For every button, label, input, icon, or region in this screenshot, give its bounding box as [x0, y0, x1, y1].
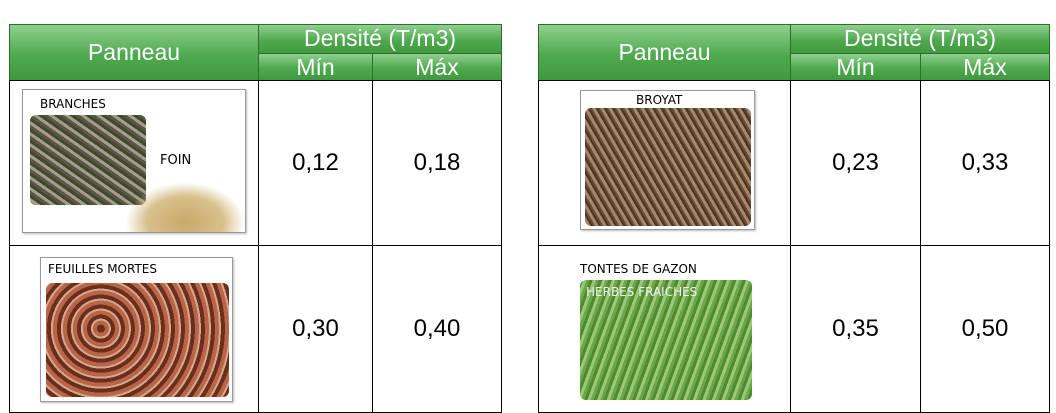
header-panneau: Panneau: [9, 24, 259, 81]
min-cell: 0,30: [258, 245, 373, 413]
image-label: HERBES FRAICHES: [586, 285, 697, 299]
max-cell: 0,33: [920, 80, 1050, 246]
photo: [125, 182, 245, 232]
photo: [46, 283, 229, 397]
header-max: Máx: [920, 53, 1050, 81]
header-densite: Densité (T/m3): [258, 24, 502, 54]
header-panneau: Panneau: [538, 24, 791, 81]
image-label: TONTES DE GAZON: [580, 262, 697, 276]
header-min: Mín: [790, 53, 921, 81]
page: {"tables": [ {"header": {"panneau": "Pan…: [0, 0, 1056, 410]
image-label: FEUILLES MORTES: [48, 262, 157, 276]
image-label: BROYAT: [636, 93, 682, 107]
max-cell: 0,50: [920, 245, 1050, 413]
max-cell: 0,18: [372, 80, 502, 246]
header-min: Mín: [258, 53, 373, 81]
photo: [585, 108, 751, 226]
max-cell: 0,40: [372, 245, 502, 413]
image-label: BRANCHES: [40, 97, 106, 111]
header-densite: Densité (T/m3): [790, 24, 1050, 54]
image-label: FOIN: [160, 153, 191, 168]
min-cell: 0,12: [258, 80, 373, 246]
min-cell: 0,23: [790, 80, 921, 246]
header-max: Máx: [372, 53, 502, 81]
min-cell: 0,35: [790, 245, 921, 413]
